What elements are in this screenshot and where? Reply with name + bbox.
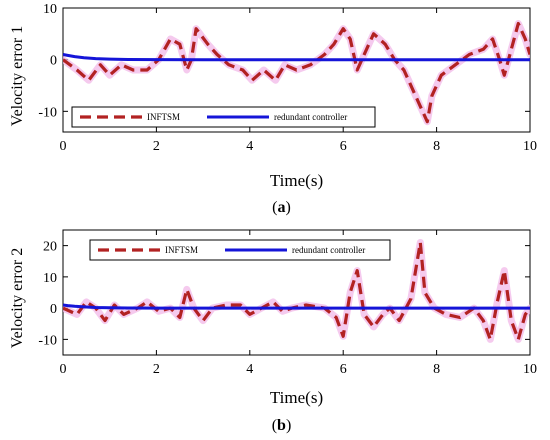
x-tick-label: 4 [246,139,253,154]
x-tick-label: 0 [60,362,67,377]
y-tick-label: 0 [50,54,57,69]
x-tick-label: 8 [433,139,440,154]
panel-letter: a [278,199,286,216]
series-group [63,239,530,343]
panel-a: 0 2 4 6 8 10 10 0 -10 INFTSM redundant controller T… [9,2,537,216]
x-tick-label: 8 [433,362,440,377]
series-redundant-controller-line [63,303,530,310]
y-tick-label: 10 [43,271,57,286]
y-tick-label: 0 [50,302,57,317]
legend-label-redundant-controller: redundant controller [274,112,347,122]
x-tick-label: 6 [340,362,347,377]
series-group [63,20,530,126]
series-redundant-controller-line [63,53,530,62]
x-tick-label: 2 [153,139,160,154]
panel-letter: b [277,417,286,434]
y-tick-label: 20 [43,240,57,255]
y-tick-label: 10 [43,2,57,17]
x-tick-label: 2 [153,362,160,377]
x-axis-label: Time(s) [270,171,323,190]
x-axis-label: Time(s) [270,388,323,407]
x-tick-label: 10 [523,362,537,377]
legend-label-redundant-controller: redundant controller [292,245,365,255]
x-tick-label: 4 [246,362,253,377]
y-tick-label: -10 [38,333,57,348]
legend-label-inftsm: INFTSM [165,245,198,255]
panel-caption: (b) [272,417,292,434]
legend-label-inftsm: INFTSM [147,112,180,122]
y-axis-label: Velocity error 1 [9,26,26,126]
legend: INFTSM redundant controller [89,239,391,261]
y-axis-label: Velocity error 2 [9,248,26,348]
panel-caption: (a) [272,199,291,216]
y-tick-label: -10 [38,105,57,120]
legend: INFTSM redundant controller [71,106,376,128]
x-tick-label: 6 [340,139,347,154]
x-tick-label: 10 [523,139,537,154]
x-tick-label: 0 [60,139,67,154]
